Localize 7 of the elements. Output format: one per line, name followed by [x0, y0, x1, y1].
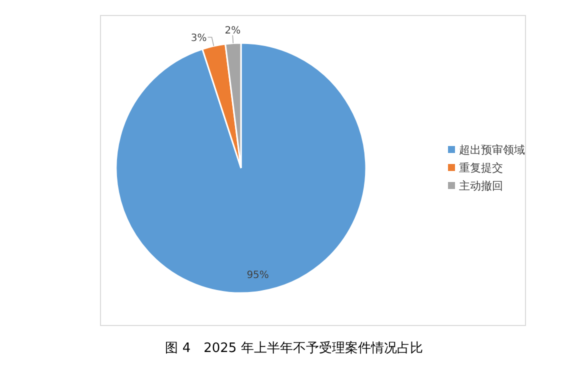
data-label: 3%	[190, 33, 207, 44]
data-label: 95%	[246, 270, 269, 282]
legend-label: 重复提交	[459, 162, 503, 174]
legend-label: 超出预审领域	[459, 144, 525, 156]
data-label: 2%	[224, 25, 241, 36]
legend-label: 主动撤回	[459, 180, 503, 192]
text: 图 4 2025 年上半年不予受理案件情况占比	[165, 340, 423, 356]
